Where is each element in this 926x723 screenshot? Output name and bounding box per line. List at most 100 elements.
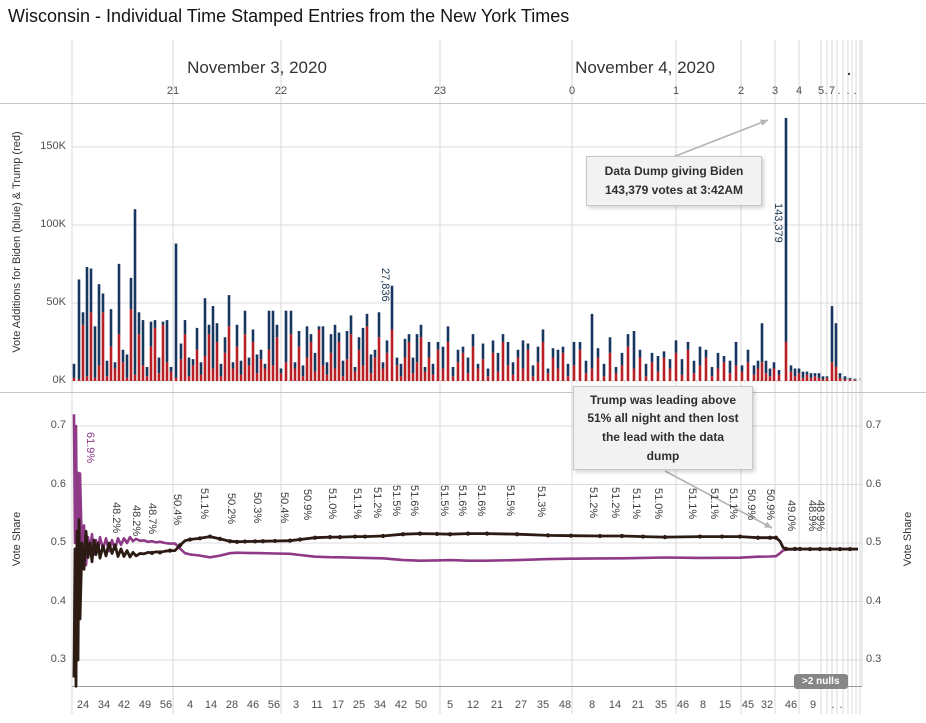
annotation-data-dump-line2: 143,379 votes at 3:42AM [604, 183, 744, 197]
annotation-trump-lead-line4: dump [646, 448, 680, 463]
hour-tick: . [846, 85, 850, 97]
minute-tick: 25 [352, 699, 366, 711]
annotation-data-dump-line1: Data Dump giving Biden [604, 164, 744, 179]
minute-tick: 35 [536, 699, 550, 711]
bar-value-label-143379: 143,379 [772, 203, 784, 243]
minute-tick: 11 [311, 699, 323, 711]
trump-share-label: 51.1% [351, 488, 363, 520]
trump-share-label: 48.9% [806, 500, 818, 532]
trump-share-label: 50.4% [278, 492, 290, 524]
minute-tick: 48 [558, 699, 572, 711]
minute-tick: . [831, 699, 835, 711]
trump-share-label: 50.3% [251, 492, 263, 524]
share-y-tick-left: 0.7 [50, 419, 66, 431]
share-y-tick-left: 0.3 [50, 653, 66, 665]
trump-share-label: 51.1% [686, 488, 698, 520]
share-y-tick-right: 0.4 [866, 594, 882, 607]
chart-title: Wisconsin - Individual Time Stamped Entr… [8, 6, 570, 26]
minute-tick: 14 [204, 699, 218, 711]
hour-tick: 21 [166, 85, 180, 97]
trump-share-label: 51.0% [652, 488, 664, 520]
minute-tick: 27 [514, 699, 528, 711]
hour-tick: 1 [672, 85, 680, 97]
trump-share-label: 49.0% [785, 500, 797, 532]
minute-tick: 34 [97, 699, 111, 711]
trump-share-label: 51.0% [326, 488, 338, 520]
date-header-nov3: November 3, 2020 [187, 58, 327, 77]
annotation-data-dump[interactable]: Data Dump giving Biden 143,379 votes at … [586, 156, 762, 206]
hour-tick: . [853, 85, 857, 97]
trump-share-label: 51.1% [727, 488, 739, 520]
hour-tick: . [837, 85, 841, 97]
minute-tick: 32 [760, 699, 774, 711]
hour-tick: 0 [568, 85, 576, 97]
hour-tick: 23 [433, 85, 447, 97]
trump-share-label: 50.4% [171, 494, 183, 526]
minute-tick: 21 [490, 699, 504, 711]
minute-tick: 42 [394, 699, 408, 711]
date-header-nov4: November 4, 2020 [575, 58, 715, 77]
share-y-tick-right: 0.7 [866, 419, 882, 431]
annotation-trump-lead-line1: Trump was leading above [589, 392, 737, 407]
share-y-tick-right: 0.5 [866, 536, 882, 548]
minute-tick: 5 [446, 699, 454, 711]
biden-start-share-label: 61.9% [84, 432, 96, 464]
trump-share-label: 51.5% [438, 485, 450, 517]
minute-tick: 8 [588, 699, 596, 711]
minute-tick: 35 [654, 699, 668, 711]
share-y-tick-left: 0.6 [50, 477, 66, 490]
top-y-tick: 100K [40, 218, 66, 230]
trump-share-label: 48.7% [146, 503, 158, 535]
minute-tick: 46 [246, 699, 260, 711]
trump-share-label: 48.2% [130, 505, 142, 537]
trump-share-label: 48.9% [814, 500, 826, 532]
minute-tick: 17 [331, 699, 345, 711]
minute-tick: 49 [138, 699, 152, 711]
minute-tick: 9 [809, 699, 817, 711]
trump-share-label: 51.6% [408, 485, 420, 517]
trump-share-label: 50.9% [764, 489, 776, 521]
hour-tick: . [824, 85, 828, 97]
top-y-tick: 50K [46, 296, 66, 308]
share-y-tick-right: 0.3 [866, 653, 882, 665]
minute-tick: 34 [373, 699, 387, 711]
trump-share-label: 51.1% [198, 488, 210, 520]
hour-tick: 22 [274, 85, 288, 97]
minute-tick: 3 [292, 699, 300, 711]
bar-value-label-27836: 27,836 [379, 268, 391, 302]
minute-tick: 14 [608, 699, 622, 711]
trump-share-label: 51.2% [371, 487, 383, 519]
hour-tick: 3 [771, 85, 779, 97]
top-y-tick: 150K [40, 140, 66, 152]
minute-tick: 45 [741, 699, 755, 711]
hour-tick: 2 [737, 85, 745, 97]
hour-tick: 4 [795, 85, 803, 97]
nulls-indicator-badge[interactable]: >2 nulls [794, 674, 848, 689]
share-y-tick-left: 0.4 [50, 594, 66, 607]
hour-tick: 7 [828, 85, 836, 97]
trump-share-label: 51.6% [456, 485, 468, 517]
share-y-tick-right: 0.6 [866, 477, 882, 490]
minute-tick: 56 [267, 699, 281, 711]
trump-share-label: 51.6% [475, 485, 487, 517]
trump-share-label: 51.1% [708, 488, 720, 520]
annotation-trump-lead[interactable]: Trump was leading above 51% all night an… [573, 386, 753, 470]
trump-share-label: 51.1% [630, 488, 642, 520]
minute-tick: 50 [414, 699, 428, 711]
minute-tick: 8 [699, 699, 707, 711]
bottom-y-axis-title-right: Vote Share [902, 511, 914, 567]
trump-share-label: 48.2% [110, 502, 122, 534]
minute-tick: 46 [784, 699, 798, 711]
top-y-axis-title: Vote Additions for Biden (bluie) & Trump… [11, 131, 23, 353]
minute-tick: . [839, 699, 843, 711]
minute-tick: 12 [466, 699, 480, 711]
trump-share-label: 50.9% [745, 489, 757, 521]
minute-tick: 46 [676, 699, 690, 711]
trump-share-label: 51.3% [535, 486, 547, 518]
annotation-trump-lead-line2: 51% all night and then lost [587, 411, 739, 426]
minute-tick: 56 [159, 699, 173, 711]
hour-tick: 5 [817, 85, 825, 97]
trump-share-label: 50.9% [301, 489, 313, 521]
